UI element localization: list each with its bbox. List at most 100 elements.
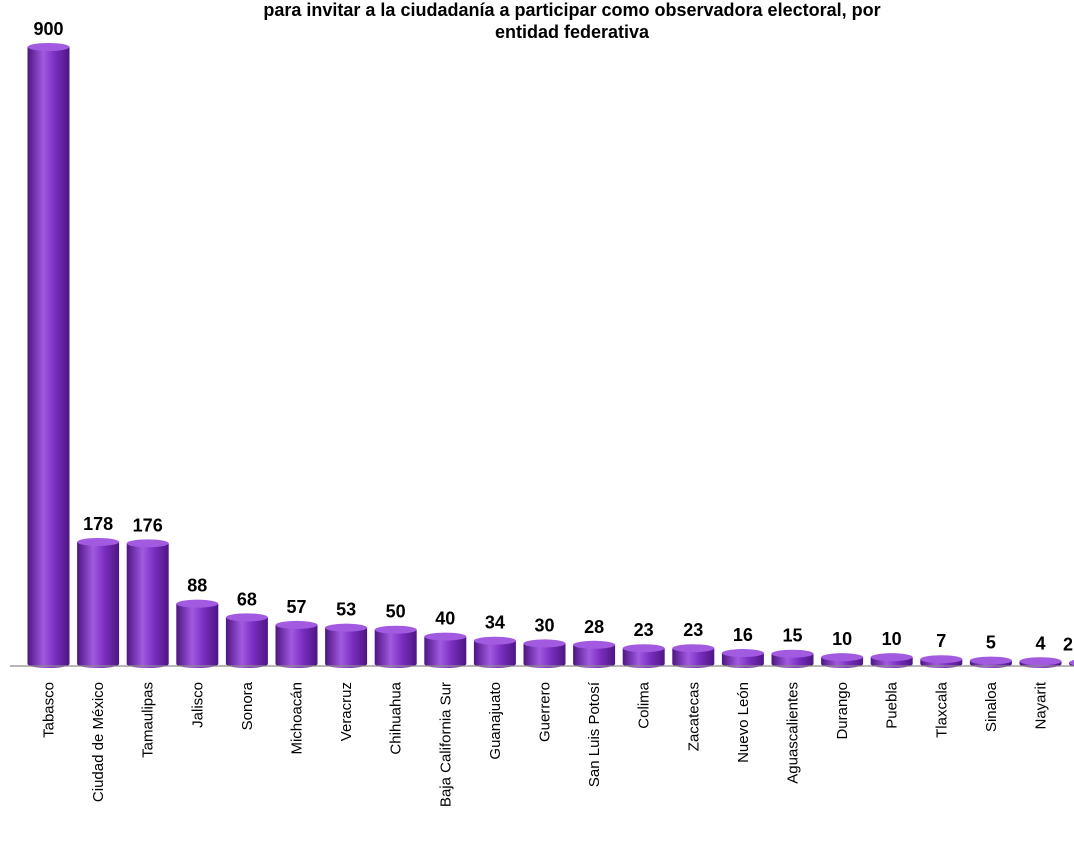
bar-top-chihuahua: [374, 625, 417, 634]
bar-body-chihuahua: [374, 629, 417, 668]
data-label-chihuahua: 50: [386, 602, 406, 622]
bar-guerrero: [523, 639, 566, 668]
bar-body-guerrero: [523, 643, 566, 668]
bar-top-guerrero: [523, 639, 566, 648]
tick-label-ciudad-de-mexico: Ciudad de México: [90, 682, 107, 802]
bar-tamaulipas: [126, 539, 169, 668]
bar-top-nuevo-leon: [721, 649, 764, 658]
tick-label-aguascalientes: Aguascalientes: [785, 682, 802, 784]
bar-body-baja-california-sur: [424, 636, 467, 668]
data-label-zacatecas: 23: [683, 620, 703, 640]
bar-body-tabasco: [27, 47, 70, 668]
bar-top-durango: [821, 653, 864, 662]
data-label-nayarit: 4: [1035, 633, 1045, 653]
bar-top-zacatecas: [672, 644, 715, 653]
tick-label-sonora: Sonora: [239, 681, 256, 730]
tick-label-nayarit: Nayarit: [1033, 681, 1050, 729]
bar-top-sonora: [225, 613, 268, 622]
bar-tabasco: [27, 43, 70, 668]
bar-top-ciudad-de-mexico: [77, 537, 120, 546]
bar-top-tabasco: [27, 43, 70, 51]
data-label-tamaulipas: 176: [133, 515, 163, 535]
tick-label-sinaloa: Sinaloa: [983, 681, 1000, 732]
bar-body-nuevo-leon: [721, 653, 764, 668]
bar-top-colima: [622, 644, 665, 653]
bar-baja-california-sur: [424, 632, 467, 668]
data-label-jalisco: 88: [187, 576, 207, 596]
bar-puebla: [870, 653, 913, 668]
tick-label-baja-california-sur: Baja California Sur: [437, 682, 454, 807]
data-label-guanajuato: 34: [485, 613, 505, 633]
bar-body-ciudad-de-mexico: [77, 541, 120, 668]
bar-top-tamaulipas: [126, 539, 169, 548]
tick-label-chihuahua: Chihuahua: [388, 681, 405, 754]
bar-nuevo-leon: [721, 649, 764, 668]
bar-guanajuato: [473, 636, 516, 668]
bar-top-aguascalientes: [771, 649, 814, 658]
tick-label-puebla: Puebla: [884, 681, 901, 728]
bar-body-colima: [622, 648, 665, 668]
bar-colima: [622, 644, 665, 668]
bar-top-jalisco: [176, 599, 219, 608]
bar-body-veracruz: [325, 627, 368, 668]
bar-body-sonora: [225, 617, 268, 668]
bar-zacatecas: [672, 644, 715, 668]
tick-label-colima: Colima: [636, 681, 653, 728]
bar-ciudad-de-mexico: [77, 537, 120, 668]
tick-label-tabasco: Tabasco: [41, 682, 58, 738]
chart-title-line-1: para invitar a la ciudadanía a participa…: [263, 0, 880, 20]
bar-chihuahua: [374, 625, 417, 668]
bar-michoacan: [275, 620, 318, 668]
tick-label-tlaxcala: Tlaxcala: [933, 681, 950, 738]
bar-body-aguascalientes: [771, 653, 814, 668]
data-label-baja-california: 2: [1063, 635, 1073, 655]
tick-label-tamaulipas: Tamaulipas: [140, 682, 157, 758]
bar-body-jalisco: [176, 603, 219, 668]
bar-aguascalientes: [771, 649, 814, 668]
tick-label-michoacan: Michoacán: [289, 682, 306, 755]
tick-label-veracruz: Veracruz: [338, 682, 355, 741]
tick-label-guerrero: Guerrero: [537, 682, 554, 742]
bar-body-tamaulipas: [126, 543, 169, 668]
data-label-aguascalientes: 15: [782, 626, 802, 646]
bar-body-san-luis-potosi: [573, 644, 616, 668]
data-label-tabasco: 900: [33, 19, 63, 39]
tick-label-durango: Durango: [834, 682, 851, 740]
data-label-durango: 10: [832, 629, 852, 649]
tick-label-zacatecas: Zacatecas: [685, 682, 702, 751]
data-label-san-luis-potosi: 28: [584, 617, 604, 637]
bar-top-baja-california-sur: [424, 632, 467, 641]
data-label-ciudad-de-mexico: 178: [83, 514, 113, 534]
data-label-tlaxcala: 7: [936, 631, 946, 651]
bar-top-san-luis-potosi: [573, 640, 616, 649]
data-label-guerrero: 30: [534, 615, 554, 635]
bar-durango: [821, 653, 864, 668]
bar-top-tlaxcala: [920, 655, 963, 664]
bar-series: [27, 43, 1074, 668]
tick-label-nuevo-leon: Nuevo León: [735, 682, 752, 763]
data-label-colima: 23: [634, 620, 654, 640]
data-label-veracruz: 53: [336, 600, 356, 620]
tick-label-san-luis-potosi: San Luis Potosí: [586, 681, 603, 787]
tick-label-jalisco: Jalisco: [189, 682, 206, 728]
data-label-nuevo-leon: 16: [733, 625, 753, 645]
bar-top-nayarit: [1019, 657, 1062, 666]
tick-label-guanajuato: Guanajuato: [487, 682, 504, 760]
data-label-sinaloa: 5: [986, 633, 996, 653]
data-label-baja-california-sur: 40: [435, 609, 455, 629]
bar-jalisco: [176, 599, 219, 668]
data-label-michoacan: 57: [286, 597, 306, 617]
data-label-puebla: 10: [882, 629, 902, 649]
bar-body-zacatecas: [672, 648, 715, 668]
bar-sonora: [225, 613, 268, 668]
bar-veracruz: [325, 623, 368, 668]
data-labels: 900 178 176 88 68 57 53 50 40 34 30 28 23 23 16 15 10 10 7…: [33, 19, 1073, 655]
x-tick-labels: Tabasco Ciudad de México Tamaulipas Jalisco…: [41, 681, 1050, 807]
bar-body-michoacan: [275, 624, 318, 668]
bar-top-puebla: [870, 653, 913, 662]
bar-top-sinaloa: [969, 656, 1012, 665]
bar-san-luis-potosi: [573, 640, 616, 668]
bar-top-baja-california: [1069, 660, 1074, 666]
chart-title-line-2: entidad federativa: [495, 22, 650, 42]
